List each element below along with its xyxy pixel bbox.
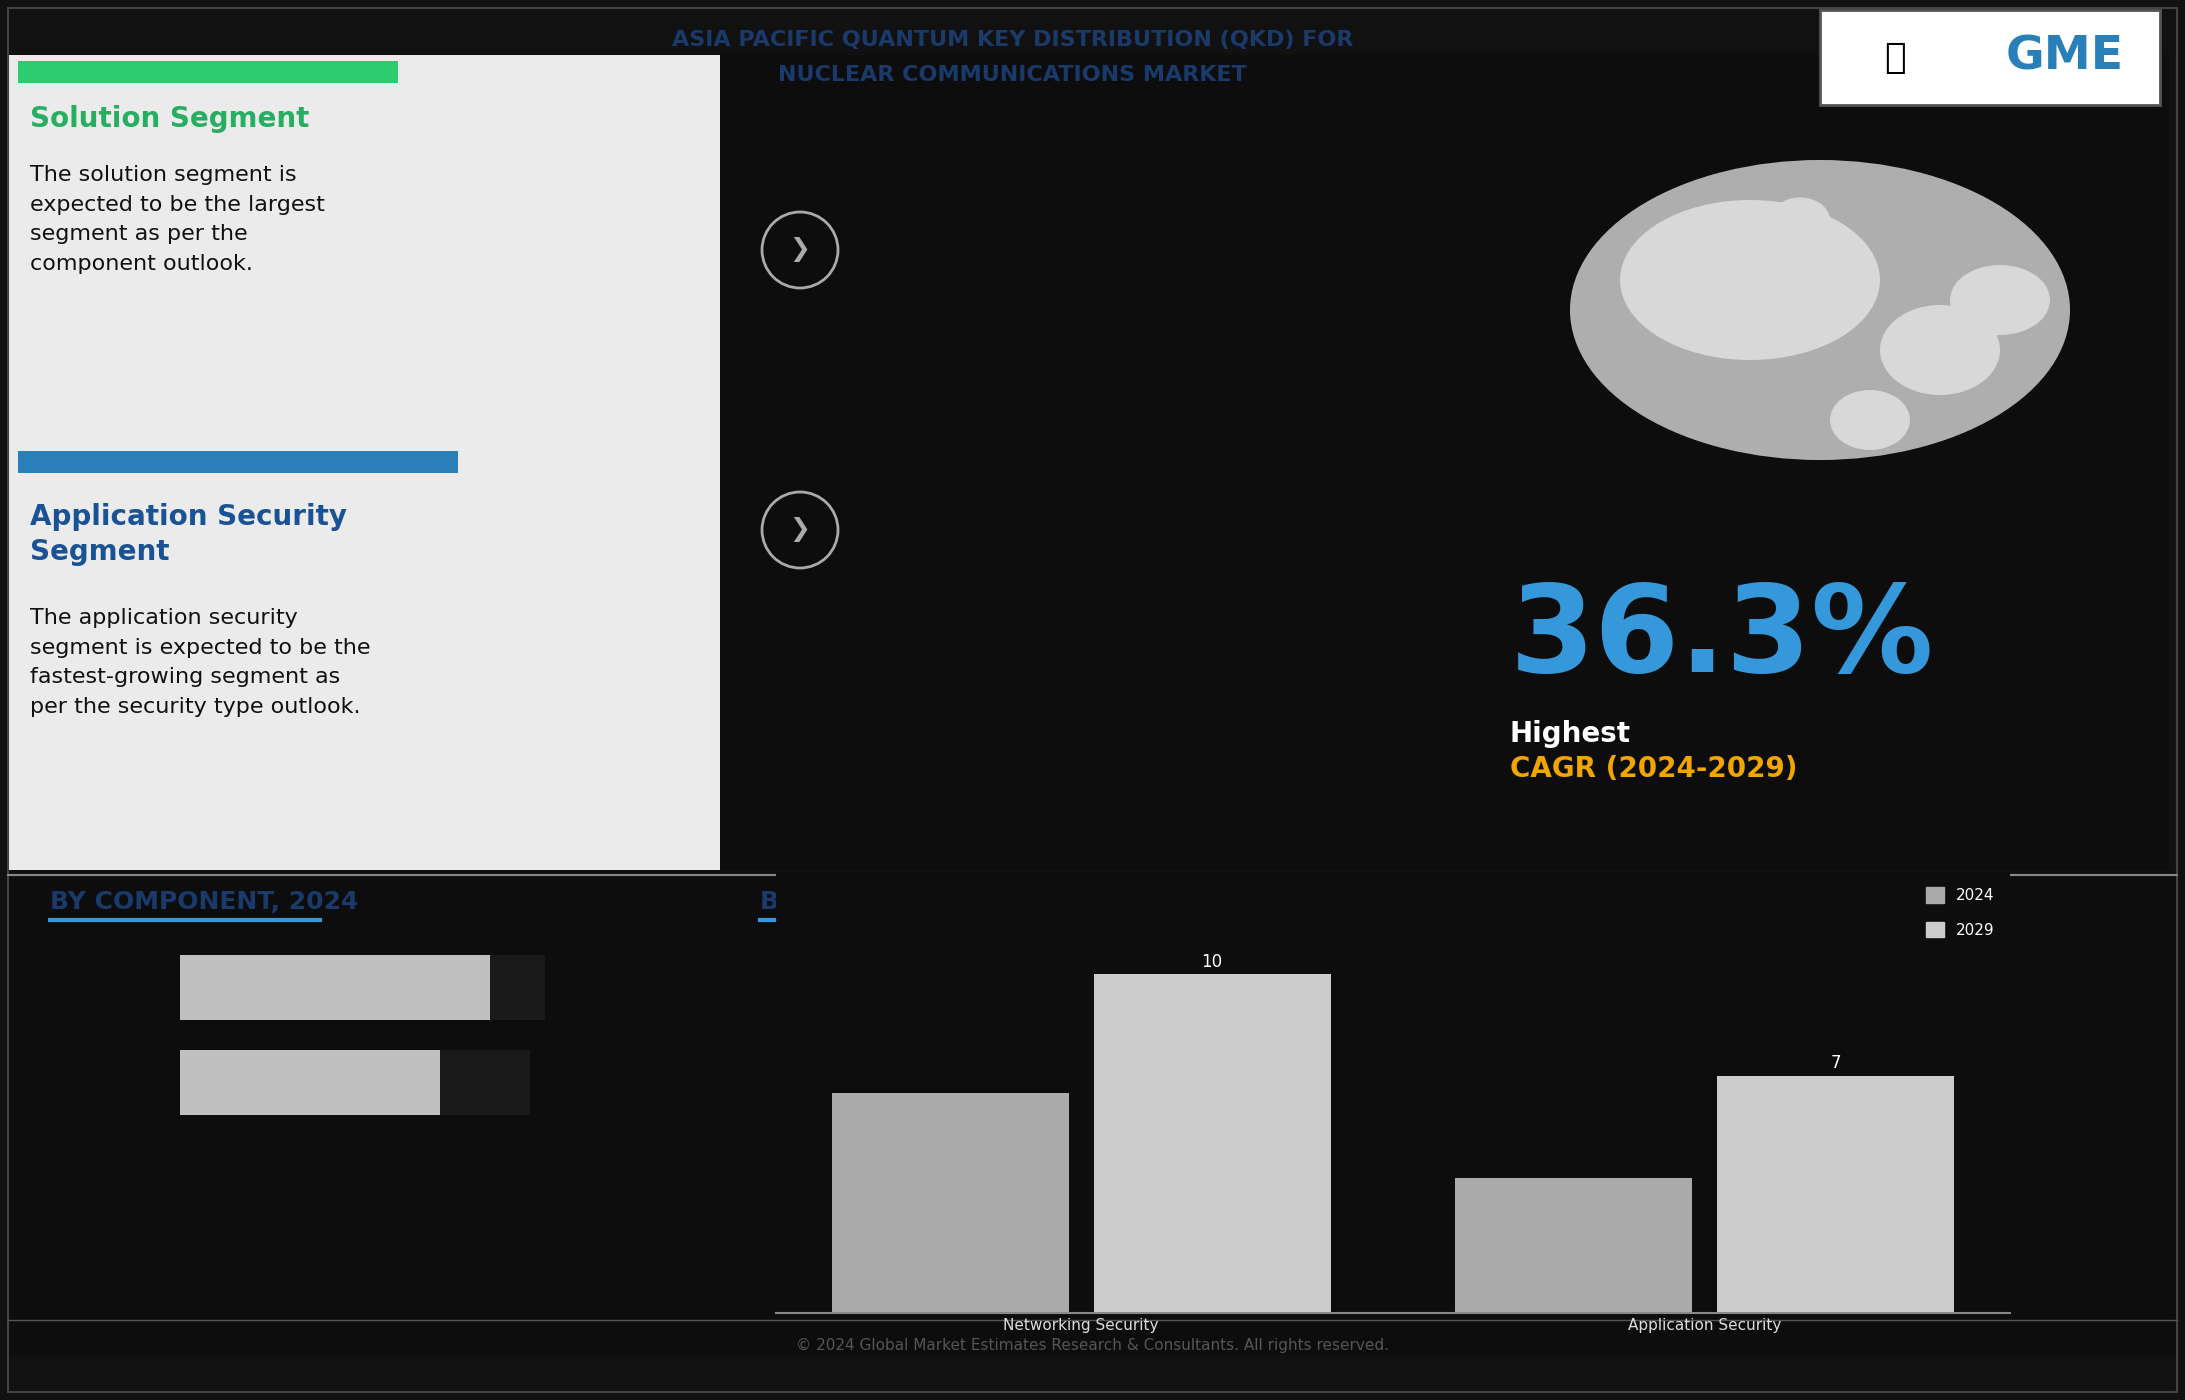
Text: Solution Segment: Solution Segment <box>31 105 310 133</box>
Text: 10: 10 <box>1202 952 1224 970</box>
Text: NUCLEAR COMMUNICATIONS MARKET: NUCLEAR COMMUNICATIONS MARKET <box>778 64 1248 85</box>
Bar <box>1429 55 2170 869</box>
Bar <box>1717 1075 1953 1313</box>
Bar <box>489 955 544 1021</box>
Bar <box>1095 974 1331 1313</box>
Text: GME: GME <box>2006 35 2124 80</box>
Ellipse shape <box>1949 265 2050 335</box>
Bar <box>179 1050 439 1114</box>
Bar <box>17 62 398 83</box>
Text: 📊: 📊 <box>1883 41 1905 74</box>
Bar <box>179 955 489 1021</box>
Text: 7: 7 <box>1831 1054 1842 1072</box>
Text: BY COMPONENT, 2024: BY COMPONENT, 2024 <box>50 890 358 914</box>
Bar <box>9 55 721 869</box>
Text: ASIA PACIFIC QUANTUM KEY DISTRIBUTION (QKD) FOR: ASIA PACIFIC QUANTUM KEY DISTRIBUTION (Q… <box>671 29 1353 50</box>
Bar <box>439 1050 531 1114</box>
Bar <box>9 876 2176 1355</box>
Text: Application Security
Segment: Application Security Segment <box>31 503 347 566</box>
Text: CAGR (2024-2029): CAGR (2024-2029) <box>1510 755 1798 783</box>
Text: ❯: ❯ <box>789 518 811 542</box>
Text: The application security
segment is expected to be the
fastest-growing segment a: The application security segment is expe… <box>31 608 371 717</box>
Bar <box>1455 1177 1691 1313</box>
Text: BY SECURITY TYPE, 2024 VS 2029 (USD BILLION): BY SECURITY TYPE, 2024 VS 2029 (USD BILL… <box>760 890 1444 914</box>
Ellipse shape <box>1571 160 2069 461</box>
Ellipse shape <box>1770 197 1831 242</box>
Ellipse shape <box>1619 200 1879 360</box>
Legend: 2024, 2029: 2024, 2029 <box>1918 879 2004 945</box>
Ellipse shape <box>1879 305 1999 395</box>
Bar <box>721 55 1429 869</box>
Text: © 2024 Global Market Estimates Research & Consultants. All rights reserved.: © 2024 Global Market Estimates Research … <box>795 1338 1390 1352</box>
Text: The solution segment is
expected to be the largest
segment as per the
component : The solution segment is expected to be t… <box>31 165 326 274</box>
Ellipse shape <box>1831 391 1910 449</box>
Bar <box>1820 10 2161 105</box>
Text: 36.3%: 36.3% <box>1510 580 1934 697</box>
Text: ❯: ❯ <box>789 238 811 263</box>
Bar <box>832 1092 1068 1313</box>
Text: Highest: Highest <box>1510 720 1630 748</box>
Bar <box>17 451 459 473</box>
